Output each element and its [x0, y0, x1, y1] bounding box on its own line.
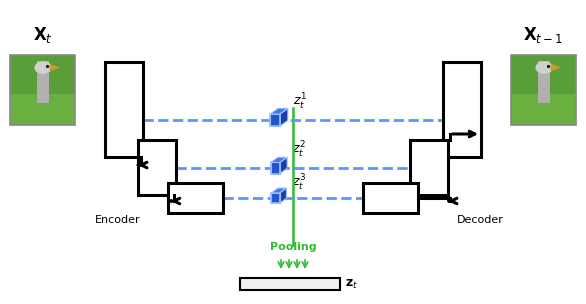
Bar [10, 94, 75, 125]
Bar [10, 55, 75, 125]
Bar [511, 94, 576, 125]
Ellipse shape [536, 61, 553, 74]
Polygon shape [280, 109, 288, 126]
Text: $\mathbf{z}_t$: $\mathbf{z}_t$ [345, 278, 358, 291]
Bar [240, 278, 340, 290]
Bar [539, 60, 550, 103]
Polygon shape [551, 65, 560, 71]
Text: $z_t^3$: $z_t^3$ [292, 173, 306, 193]
Bar [363, 183, 418, 213]
Text: $z_t^1$: $z_t^1$ [293, 92, 307, 112]
Bar [443, 62, 481, 157]
Bar [38, 60, 49, 103]
Polygon shape [270, 109, 288, 114]
Bar [168, 183, 223, 213]
Bar [10, 55, 75, 125]
Text: Pooling: Pooling [270, 242, 316, 252]
Text: $\mathbf{X}_{t-1}$: $\mathbf{X}_{t-1}$ [523, 25, 564, 45]
Text: Encoder: Encoder [95, 215, 141, 225]
Polygon shape [271, 157, 287, 162]
Bar [271, 193, 280, 203]
Bar [138, 140, 176, 195]
Bar [511, 55, 576, 125]
Polygon shape [50, 65, 59, 71]
Bar [511, 55, 576, 125]
Polygon shape [280, 188, 287, 203]
Text: $\mathbf{X}_t$: $\mathbf{X}_t$ [33, 25, 53, 45]
Bar [270, 114, 280, 126]
Polygon shape [271, 188, 287, 193]
Bar [410, 140, 448, 195]
Text: Decoder: Decoder [456, 215, 503, 225]
Text: $z_t^2$: $z_t^2$ [292, 140, 306, 160]
Bar [271, 162, 280, 174]
Bar [105, 62, 143, 157]
Ellipse shape [35, 61, 52, 74]
Polygon shape [280, 157, 287, 174]
